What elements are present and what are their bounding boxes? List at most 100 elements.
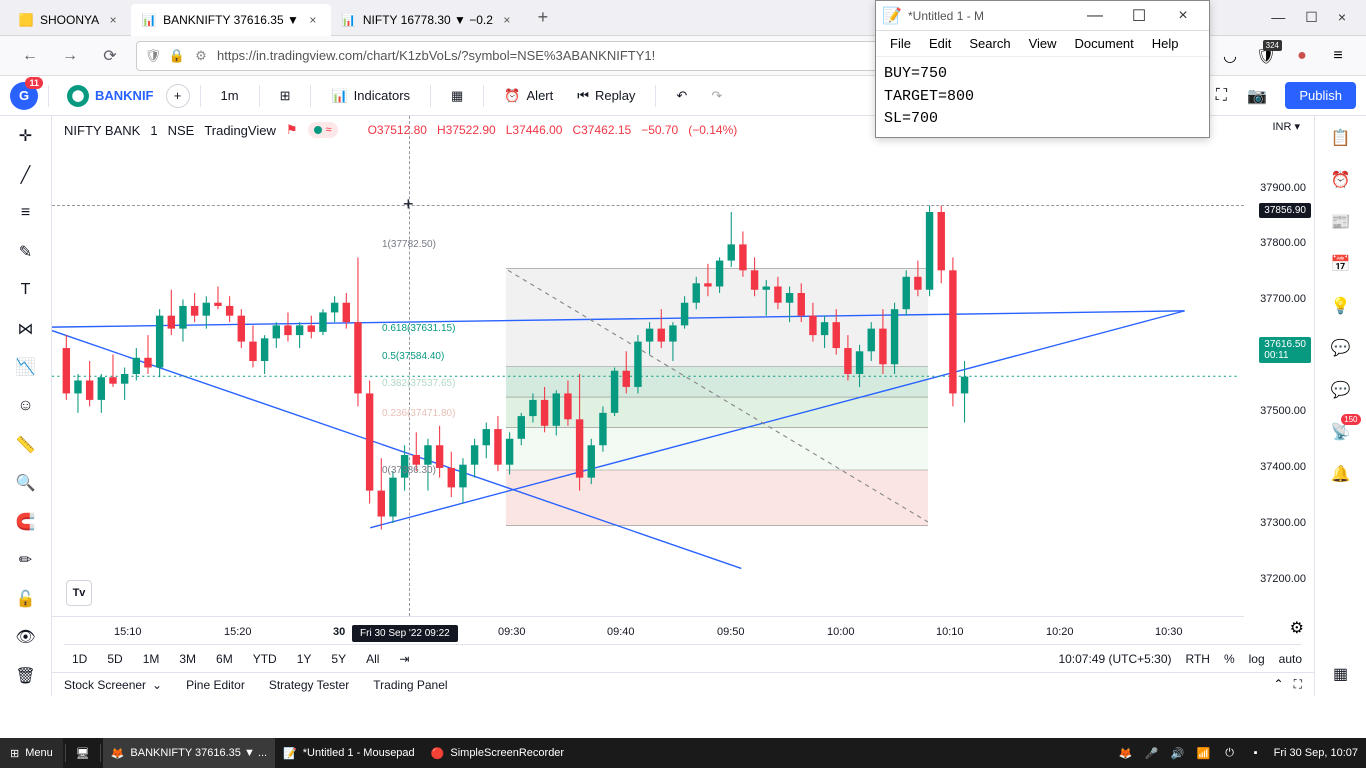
snapshot-icon[interactable]: 📷 [1241,80,1273,112]
magnet-tool[interactable]: 🧲 [10,509,42,534]
time-range-All[interactable]: All [358,650,387,668]
menu-icon[interactable]: ≡ [1326,44,1350,68]
bottom-tab-strategy-tester[interactable]: Strategy Tester [269,678,349,692]
goto-date-icon[interactable]: ⇥ [391,650,417,668]
notepad-menu-file[interactable]: File [882,34,919,53]
timeframe-button[interactable]: 1m [211,82,249,110]
start-menu-button[interactable]: ⊞ Menu [0,738,63,768]
mic-tray-icon[interactable]: 🎤 [1144,745,1160,761]
bottom-tab-pine-editor[interactable]: Pine Editor [186,678,245,692]
pct-toggle[interactable]: % [1224,652,1235,666]
bottom-tab-trading-panel[interactable]: Trading Panel [373,678,447,692]
stream-icon[interactable]: 📡150 [1325,418,1357,446]
notification-tray-icon[interactable]: ▪ [1248,745,1264,761]
browser-tab-1[interactable]: 🟨 SHOONYA × [8,4,131,36]
forward-button[interactable]: → [56,42,84,70]
lock-tool[interactable]: 🔓 [10,586,42,611]
templates-button[interactable]: ▦ [441,82,473,110]
collapse-icon[interactable]: ⌃ [1274,677,1284,692]
chat-icon[interactable]: 💬 [1325,334,1357,362]
symbol-name[interactable]: NIFTY BANK [64,123,140,138]
trendline-tool[interactable]: ╱ [10,163,42,188]
rth-toggle[interactable]: RTH [1186,652,1210,666]
notepad-menu-document[interactable]: Document [1067,34,1142,53]
tab-close-icon[interactable]: × [305,12,321,28]
zoom-tool[interactable]: 🔍 [10,471,42,496]
publish-button[interactable]: Publish [1285,82,1356,109]
alert-button[interactable]: ⏰Alert [494,82,563,110]
back-button[interactable]: ← [16,42,44,70]
drawing-mode-tool[interactable]: ✏ [10,548,42,573]
ublock-icon[interactable]: 🛡324 [1254,44,1278,68]
notepad-window[interactable]: 📝 *Untitled 1 - M — ☐ × FileEditSearchVi… [875,0,1210,138]
chart-style-button[interactable]: ⊞ [270,82,301,110]
volume-tray-icon[interactable]: 🔊 [1170,745,1186,761]
log-toggle[interactable]: log [1249,652,1265,666]
reload-button[interactable]: ⟳ [96,42,124,70]
firefox-tray-icon[interactable]: 🦊 [1118,745,1134,761]
price-axis[interactable]: 37900.0037800.0037700.0037600.0037500.00… [1244,116,1314,616]
auto-toggle[interactable]: auto [1279,652,1302,666]
taskbar-item-browser[interactable]: 🦊 BANKNIFTY 37616.35 ▼ ... [103,738,275,768]
hotlists-icon[interactable]: 📰 [1325,208,1357,236]
time-range-5Y[interactable]: 5Y [323,650,354,668]
time-range-1D[interactable]: 1D [64,650,95,668]
user-avatar[interactable]: G 11 [10,82,38,110]
notepad-menu-edit[interactable]: Edit [921,34,959,53]
symbol-search[interactable]: ⬤ BANKNIF [59,81,162,111]
new-tab-button[interactable]: + [529,4,557,32]
notepad-minimize-button[interactable]: — [1077,4,1113,28]
notifications-icon[interactable]: 🔔 [1325,460,1357,488]
pattern-tool[interactable]: ⋈ [10,317,42,342]
chart-area[interactable]: NIFTY BANK 1 NSE TradingView ⚑ ≈ O37512.… [52,116,1314,696]
notepad-maximize-button[interactable]: ☐ [1121,4,1157,28]
time-range-3M[interactable]: 3M [171,650,204,668]
indicators-button[interactable]: 📊Indicators [321,82,420,110]
notepad-content[interactable]: BUY=750 TARGET=800 SL=700 [876,57,1209,137]
window-maximize-icon[interactable]: ☐ [1305,9,1318,26]
time-axis[interactable]: Fri 30 Sep '22 09:22 ⚙ 15:1015:203009:30… [52,616,1244,644]
ext-icon[interactable]: ● [1290,44,1314,68]
network-tray-icon[interactable]: 📶 [1196,745,1212,761]
notepad-close-button[interactable]: × [1165,4,1201,28]
replay-button[interactable]: ⏮Replay [567,82,645,110]
private-chat-icon[interactable]: 💬 [1325,376,1357,404]
browser-tab-3[interactable]: 📊 NIFTY 16778.30 ▼ −0.2 × [331,4,525,36]
hide-tool[interactable]: 👁 [10,625,42,650]
time-range-1M[interactable]: 1M [135,650,168,668]
notepad-menu-search[interactable]: Search [961,34,1018,53]
fib-tool[interactable]: ≡ [10,201,42,226]
time-range-6M[interactable]: 6M [208,650,241,668]
dom-icon[interactable]: ▦ [1325,660,1357,688]
brush-tool[interactable]: ✎ [10,240,42,265]
ideas-icon[interactable]: 💡 [1325,292,1357,320]
time-range-YTD[interactable]: YTD [245,650,285,668]
flag-icon[interactable]: ⚑ [286,122,298,138]
fullscreen-icon[interactable]: ⛶ [1205,80,1237,112]
browser-tab-2[interactable]: 📊 BANKNIFTY 37616.35 ▼ × [131,4,331,36]
tab-close-icon[interactable]: × [105,12,121,28]
notepad-menu-help[interactable]: Help [1144,34,1187,53]
bottom-tab-stock-screener[interactable]: Stock Screener⌄ [64,678,162,692]
alerts-icon[interactable]: ⏰ [1325,166,1357,194]
emoji-tool[interactable]: ☺ [10,394,42,419]
redo-button[interactable]: ↷ [701,82,732,110]
taskbar-item-notepad[interactable]: 📝 *Untitled 1 - Mousepad [275,738,423,768]
expand-icon[interactable]: ⛶ [1294,677,1302,692]
undo-button[interactable]: ↶ [666,82,697,110]
ruler-tool[interactable]: 📏 [10,432,42,457]
calendar-icon[interactable]: 📅 [1325,250,1357,278]
power-tray-icon[interactable]: ⏻ [1222,745,1238,761]
time-range-1Y[interactable]: 1Y [289,650,320,668]
taskbar-item-recorder[interactable]: 🔴 SimpleScreenRecorder [423,738,572,768]
tv-logo-icon[interactable]: Tv [66,580,92,606]
pocket-icon[interactable]: ◡ [1218,44,1242,68]
tab-close-icon[interactable]: × [499,12,515,28]
taskbar-desktop-icon[interactable]: 🖥 [68,738,98,768]
time-range-5D[interactable]: 5D [99,650,130,668]
window-close-icon[interactable]: × [1338,9,1346,26]
notepad-menu-view[interactable]: View [1021,34,1065,53]
taskbar-clock[interactable]: Fri 30 Sep, 10:07 [1274,747,1358,759]
add-symbol-button[interactable]: + [166,84,190,108]
watchlist-icon[interactable]: 📋 [1325,124,1357,152]
